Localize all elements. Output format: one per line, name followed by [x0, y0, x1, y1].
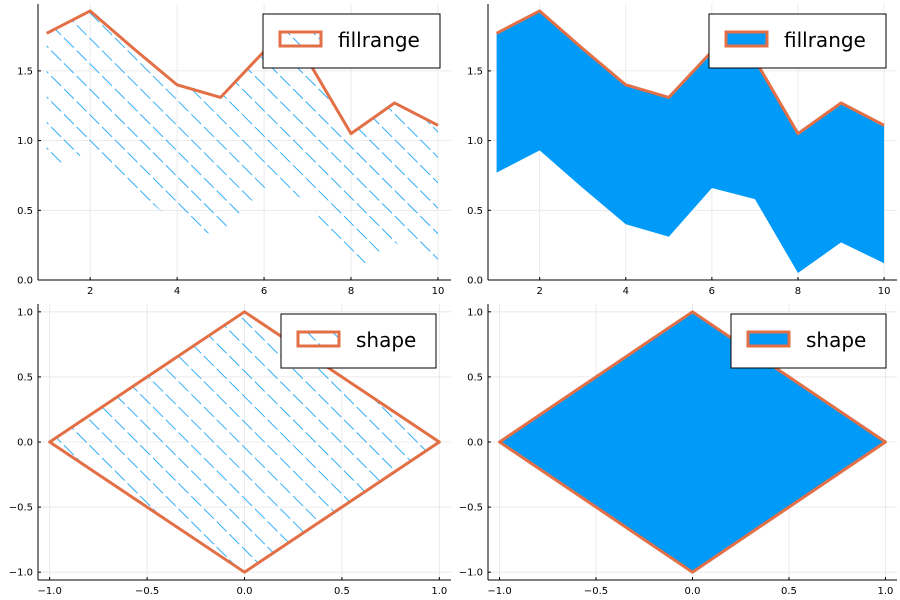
- subplot-3: −1.0 −0.5 0.0 0.5 1.0 −1.0 −0.5 0.0 0.5 1.0 shape: [9, 304, 451, 597]
- fillrange-area: [496, 10, 885, 274]
- x-tick-label: 1.0: [877, 586, 893, 597]
- subplot-2: 2 4 6 8 10 0.0 0.5 1.0 1.5 fillrange: [467, 4, 897, 297]
- series-line: [495, 9, 885, 136]
- y-tick-label: 0.0: [467, 438, 483, 449]
- y-tick-label: 1.5: [467, 66, 483, 77]
- legend-label: fillrange: [784, 28, 866, 52]
- y-tick-label: 1.0: [17, 307, 33, 318]
- legend: fillrange: [262, 13, 441, 69]
- subplot-1: 2 4 6 8 10 0.0 0.5 1.0 1.5 fillrange: [17, 4, 451, 297]
- x-tick-label: 0.0: [237, 586, 253, 597]
- x-tick-label: 8: [348, 286, 354, 297]
- y-tick-label: 0.0: [17, 438, 33, 449]
- x-tick-label: −0.5: [135, 586, 159, 597]
- x-tick-label: −1.0: [487, 586, 511, 597]
- diamond-shape: [498, 310, 887, 574]
- x-tick-label: 2: [536, 286, 542, 297]
- y-tick-label: 1.0: [467, 307, 483, 318]
- y-tick-label: −1.0: [459, 568, 483, 579]
- y-tick-label: −0.5: [459, 503, 483, 514]
- y-tick-label: 0.0: [467, 276, 483, 287]
- y-tick-label: 1.5: [17, 66, 33, 77]
- subplot-4: −1.0 −0.5 0.0 0.5 1.0 −1.0 −0.5 0.0 0.5 1.0 shape: [459, 304, 897, 597]
- legend-swatch: [746, 330, 791, 348]
- x-tick-label: −1.0: [38, 586, 62, 597]
- x-tick-label: 0.5: [781, 586, 797, 597]
- x-tick-label: 8: [795, 286, 801, 297]
- legend-label: fillrange: [338, 28, 420, 52]
- x-tick-label: 6: [709, 286, 715, 297]
- legend: shape: [280, 313, 437, 369]
- legend-swatch: [296, 330, 341, 348]
- series-line: [46, 9, 439, 136]
- y-tick-label: 1.0: [17, 136, 33, 147]
- y-tick-label: 0.5: [17, 372, 33, 383]
- y-tick-label: 0.5: [467, 206, 483, 217]
- x-tick-label: 2: [87, 286, 93, 297]
- x-tick-label: 6: [261, 286, 267, 297]
- x-tick-label: 10: [432, 286, 445, 297]
- legend-label: shape: [806, 328, 866, 352]
- x-tick-label: 10: [878, 286, 891, 297]
- legend-label: shape: [356, 328, 416, 352]
- x-tick-label: 4: [623, 286, 629, 297]
- y-tick-label: −0.5: [9, 503, 33, 514]
- y-tick-label: −1.0: [9, 568, 33, 579]
- y-tick-label: 0.5: [17, 206, 33, 217]
- legend-swatch: [724, 30, 769, 48]
- legend-swatch: [278, 30, 323, 48]
- legend: fillrange: [708, 13, 887, 69]
- y-tick-label: 1.0: [467, 136, 483, 147]
- legend: shape: [730, 313, 887, 369]
- x-tick-label: −0.5: [584, 586, 608, 597]
- x-tick-label: 0.5: [334, 586, 350, 597]
- y-tick-label: 0.0: [17, 276, 33, 287]
- x-tick-label: 1.0: [431, 586, 447, 597]
- y-tick-label: 0.5: [467, 372, 483, 383]
- x-tick-label: 0.0: [685, 586, 701, 597]
- x-tick-label: 4: [174, 286, 180, 297]
- fillrange-area: [46, 10, 438, 274]
- diamond-shape: [48, 310, 441, 574]
